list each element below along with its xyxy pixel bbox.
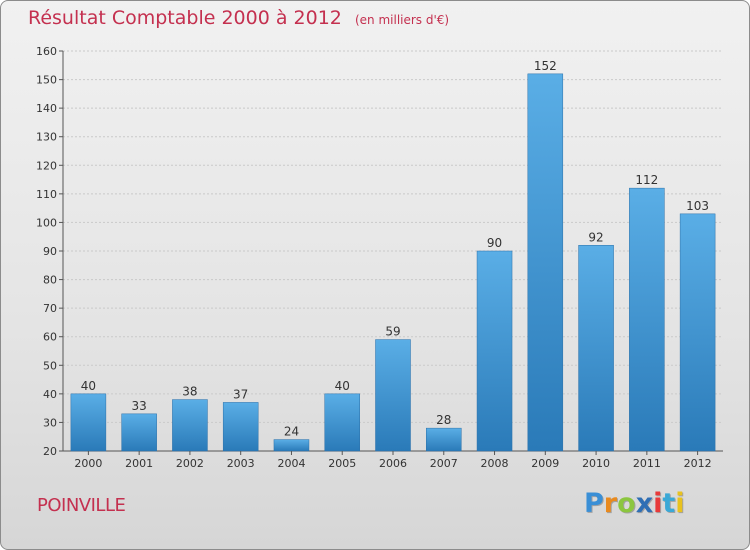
y-tick-label: 100: [36, 216, 57, 229]
bar-value-label: 90: [487, 236, 502, 250]
bar: [121, 413, 157, 452]
x-tick-label: 2006: [379, 457, 407, 470]
x-tick-label: 2000: [74, 457, 102, 470]
bar: [679, 213, 716, 452]
x-tick-label: 2007: [430, 457, 458, 470]
y-tick-label: 50: [43, 359, 57, 372]
logo-letter: P: [584, 488, 604, 519]
bar-value-label: 103: [686, 199, 709, 213]
bar-value-label: 92: [588, 230, 603, 244]
x-tick-label: 2002: [176, 457, 204, 470]
bar-value-label: 40: [335, 379, 350, 393]
x-tick-label: 2011: [633, 457, 661, 470]
logo-letter: i: [653, 488, 663, 519]
y-tick-label: 140: [36, 102, 57, 115]
chart-title: Résultat Comptable 2000 à 2012: [28, 7, 342, 29]
y-tick-label: 30: [43, 416, 57, 429]
x-tick-label: 2001: [125, 457, 153, 470]
x-tick-label: 2005: [328, 457, 356, 470]
y-tick-label: 160: [36, 45, 57, 58]
chart-title-row: Résultat Comptable 2000 à 2012 (en milli…: [28, 7, 449, 29]
bar-value-label: 37: [233, 387, 248, 401]
bar-value-label: 112: [635, 173, 658, 187]
bar-value-label: 33: [132, 399, 147, 413]
bar: [273, 439, 310, 452]
bar: [476, 250, 513, 452]
x-tick-label: 2009: [531, 457, 559, 470]
y-tick-label: 120: [36, 159, 57, 172]
bar: [375, 339, 411, 452]
bar: [222, 402, 259, 452]
bar: [70, 393, 107, 452]
y-tick-label: 20: [43, 445, 57, 458]
bar-value-label: 38: [182, 385, 197, 399]
bar: [172, 399, 208, 452]
y-tick-label: 40: [43, 388, 57, 401]
bar-value-label: 152: [534, 59, 557, 73]
logo-letter: x: [635, 488, 654, 519]
y-tick-label: 70: [43, 302, 57, 315]
y-tick-label: 130: [36, 131, 57, 144]
bar: [324, 393, 360, 452]
bar-value-label: 40: [81, 379, 96, 393]
y-tick-label: 90: [43, 245, 57, 258]
y-tick-label: 110: [36, 188, 57, 201]
bar: [629, 187, 665, 452]
commune-name: POINVILLE: [37, 495, 126, 516]
chart-unit-note: (en milliers d'€): [354, 13, 450, 27]
x-tick-label: 2003: [227, 457, 255, 470]
bar: [426, 427, 462, 452]
bar-value-label: 59: [385, 325, 400, 339]
x-tick-label: 2004: [277, 457, 305, 470]
logo-letter: r: [603, 488, 618, 519]
proxiti-logo: Proxiti: [584, 488, 685, 519]
logo-letter: o: [617, 488, 636, 519]
bar-value-label: 28: [436, 413, 451, 427]
y-tick-label: 80: [43, 274, 57, 287]
x-tick-label: 2012: [684, 457, 712, 470]
bar: [578, 245, 614, 452]
bar: [527, 73, 564, 452]
y-tick-label: 150: [36, 74, 57, 87]
logo-letter: t: [662, 488, 676, 519]
x-tick-label: 2008: [481, 457, 509, 470]
x-tick-label: 2010: [582, 457, 610, 470]
bar-value-label: 24: [284, 425, 299, 439]
logo-letter: i: [675, 488, 685, 519]
y-tick-label: 60: [43, 331, 57, 344]
